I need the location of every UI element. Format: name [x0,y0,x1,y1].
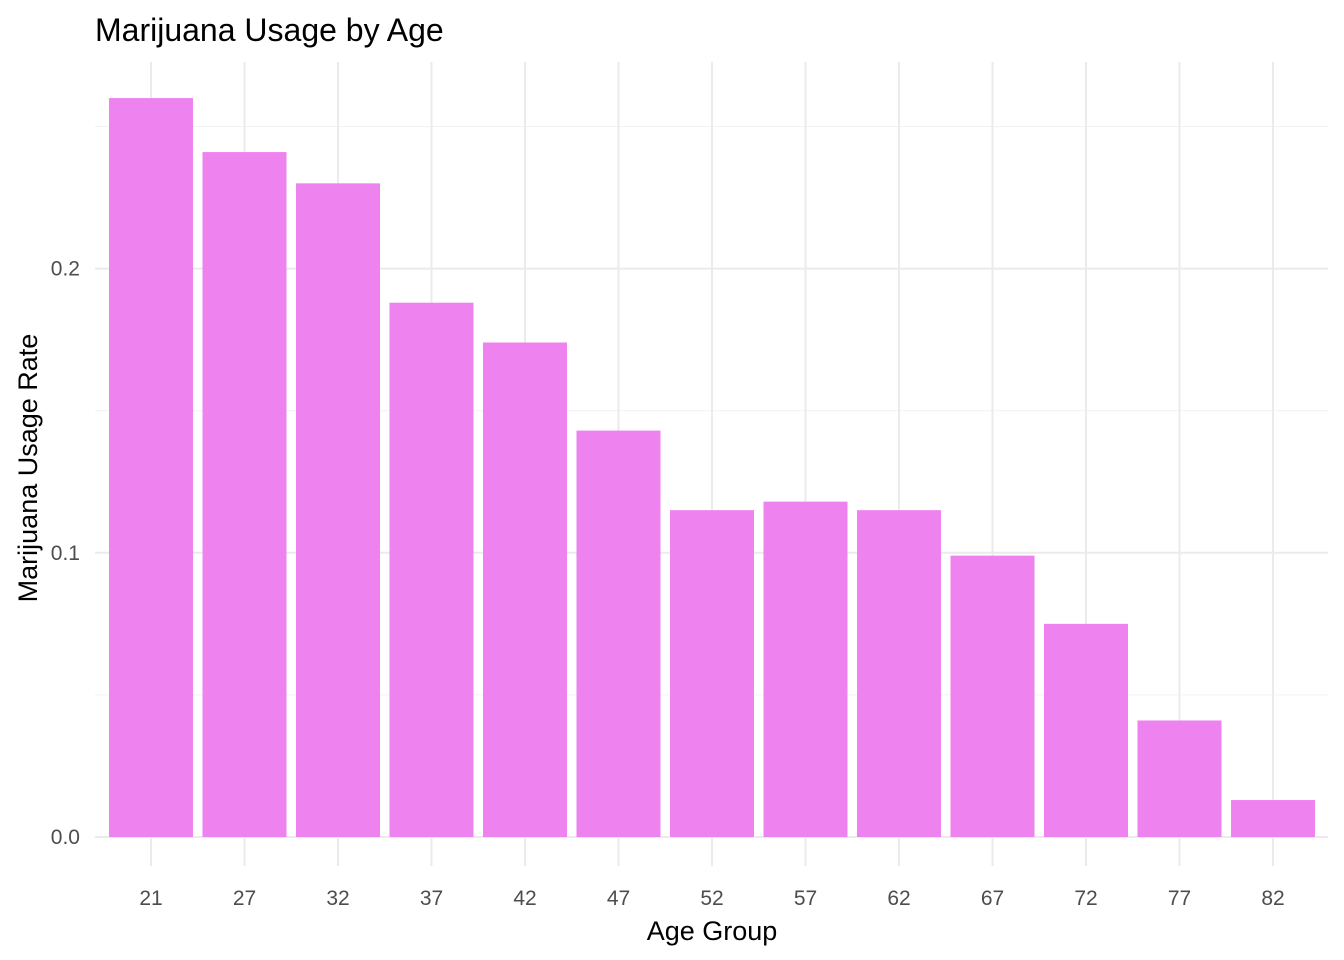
y-tick-label: 0.2 [51,258,80,281]
x-tick-label: 82 [1261,887,1284,910]
bar-62 [857,510,941,837]
x-tick-label: 32 [326,887,349,910]
x-axis-title: Age Group [647,916,778,946]
x-tick-label: 67 [981,887,1004,910]
chart-title: Marijuana Usage by Age [95,12,444,48]
bar-32 [296,183,380,838]
bar-67 [950,555,1035,837]
bar-37 [389,302,474,838]
bar-77 [1137,720,1222,837]
x-tick-label: 21 [139,887,162,910]
bar-72 [1044,623,1128,837]
y-tick-label: 0.1 [51,542,80,565]
bars [109,98,1315,838]
bar-27 [202,152,287,837]
y-axis-ticks: 0.0 0.1 0.2 [51,258,80,849]
bar-21 [109,98,193,837]
x-tick-label: 52 [700,887,723,910]
bar-47 [576,430,661,837]
bar-57 [763,501,848,837]
x-tick-label: 47 [607,887,630,910]
x-tick-label: 57 [794,887,817,910]
x-tick-label: 37 [420,887,443,910]
x-tick-label: 72 [1074,887,1097,910]
bar-42 [483,342,567,837]
y-tick-label: 0.0 [51,826,80,849]
x-tick-label: 27 [233,887,256,910]
x-tick-label: 42 [513,887,536,910]
bar-52 [670,510,754,837]
x-tick-label: 62 [887,887,910,910]
bar-82 [1231,800,1315,837]
y-axis-title: Marijuana Usage Rate [13,334,43,603]
x-axis-ticks: 21 27 32 37 42 47 52 57 62 67 72 77 82 [139,887,1284,910]
x-tick-label: 77 [1168,887,1191,910]
